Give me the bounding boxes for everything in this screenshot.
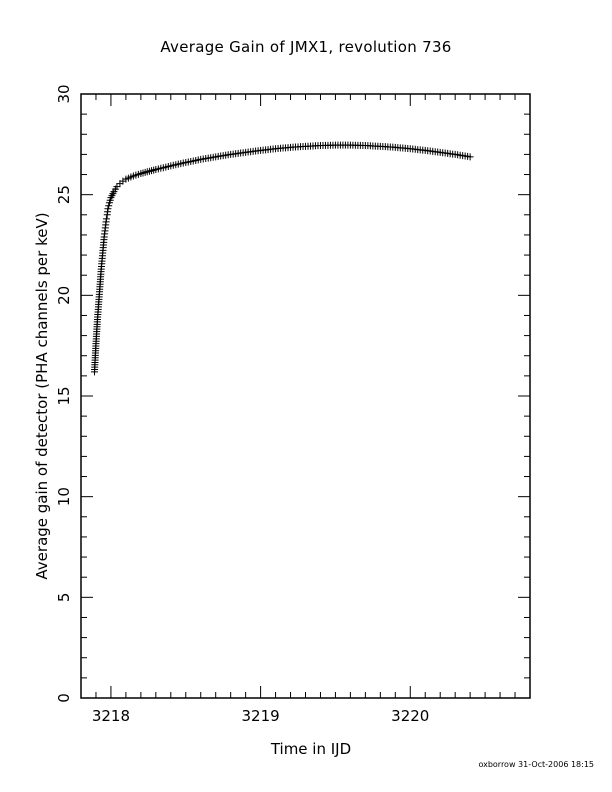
x-axis-label: Time in IJD — [270, 740, 352, 758]
data-point — [102, 215, 110, 223]
x-tick-label: 3218 — [92, 707, 130, 725]
y-tick-label: 0 — [55, 693, 73, 703]
plot-frame — [80, 93, 531, 699]
y-tick-label: 10 — [55, 487, 73, 506]
axis-ticks — [80, 93, 531, 699]
y-axis-label: Average gain of detector (PHA channels p… — [33, 212, 51, 580]
x-tick-label: 3220 — [391, 707, 429, 725]
y-tick-label: 20 — [55, 286, 73, 305]
y-tick-label: 5 — [55, 593, 73, 603]
data-point — [113, 183, 121, 191]
chart-title: Average Gain of JMX1, revolution 736 — [160, 38, 452, 56]
data-point — [105, 202, 113, 210]
data-point — [104, 205, 112, 213]
data-points — [90, 141, 474, 376]
footer-timestamp: oxborrow 31-Oct-2006 18:15 — [478, 760, 594, 769]
data-point — [466, 153, 474, 161]
y-tick-label: 30 — [55, 84, 73, 103]
y-tick-label: 25 — [55, 185, 73, 204]
x-tick-label: 3219 — [242, 707, 280, 725]
tick-labels: 0 5 10 15 20 25 30 3218 3219 3220 — [55, 84, 429, 725]
y-tick-label: 15 — [55, 386, 73, 405]
